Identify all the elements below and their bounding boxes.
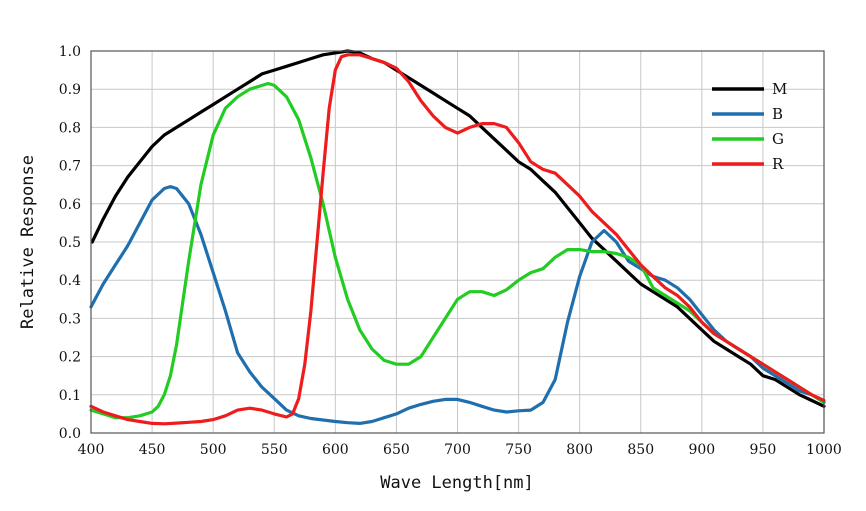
legend-label-r: R [772, 155, 784, 173]
y-tick-label: 1.0 [59, 44, 81, 60]
y-tick-label: 0.7 [59, 159, 81, 175]
y-tick-label: 0.9 [59, 82, 81, 98]
series-line-b [89, 185, 826, 425]
x-tick-label: 850 [627, 442, 654, 458]
x-tick-label: 750 [505, 442, 532, 458]
x-tick-label: 700 [444, 442, 471, 458]
y-tick-label: 0.3 [59, 311, 81, 327]
x-tick-label: 550 [261, 442, 288, 458]
x-tick-labels: 400 450 500 550 600 650 700 750 800 850 900 950 1000 [78, 442, 842, 458]
x-tick-label: 400 [78, 442, 105, 458]
series-line-r [89, 53, 826, 426]
y-tick-label: 0.1 [59, 388, 81, 404]
x-tick-label: 1000 [806, 442, 842, 458]
x-tick-label: 900 [688, 442, 715, 458]
series-line-g [89, 81, 826, 420]
series-line-m [90, 49, 826, 408]
y-tick-label: 0.4 [59, 273, 81, 289]
x-axis-label: Wave Length[nm] [380, 473, 534, 493]
y-axis-label: Relative Response [18, 155, 38, 329]
y-tick-label: 0.2 [59, 350, 81, 366]
y-tick-label: 0.5 [59, 235, 81, 251]
x-tick-label: 950 [750, 442, 777, 458]
x-tick-label: 650 [383, 442, 410, 458]
y-tick-label: 0.8 [59, 120, 81, 136]
x-tick-label: 450 [139, 442, 166, 458]
legend-label-g: G [772, 130, 784, 148]
x-tick-label: 800 [566, 442, 593, 458]
y-tick-label: 0.6 [59, 197, 81, 213]
legend-label-m: M [772, 80, 787, 98]
y-tick-label: 0.0 [59, 426, 81, 442]
y-tick-labels: 0.0 0.1 0.2 0.3 0.4 0.5 0.6 0.7 0.8 0.9 1.0 [59, 44, 81, 442]
x-tick-label: 500 [200, 442, 227, 458]
plot-frame [90, 50, 825, 434]
x-tick-label: 600 [322, 442, 349, 458]
legend-label-b: B [772, 105, 783, 123]
series-lines [89, 49, 826, 426]
